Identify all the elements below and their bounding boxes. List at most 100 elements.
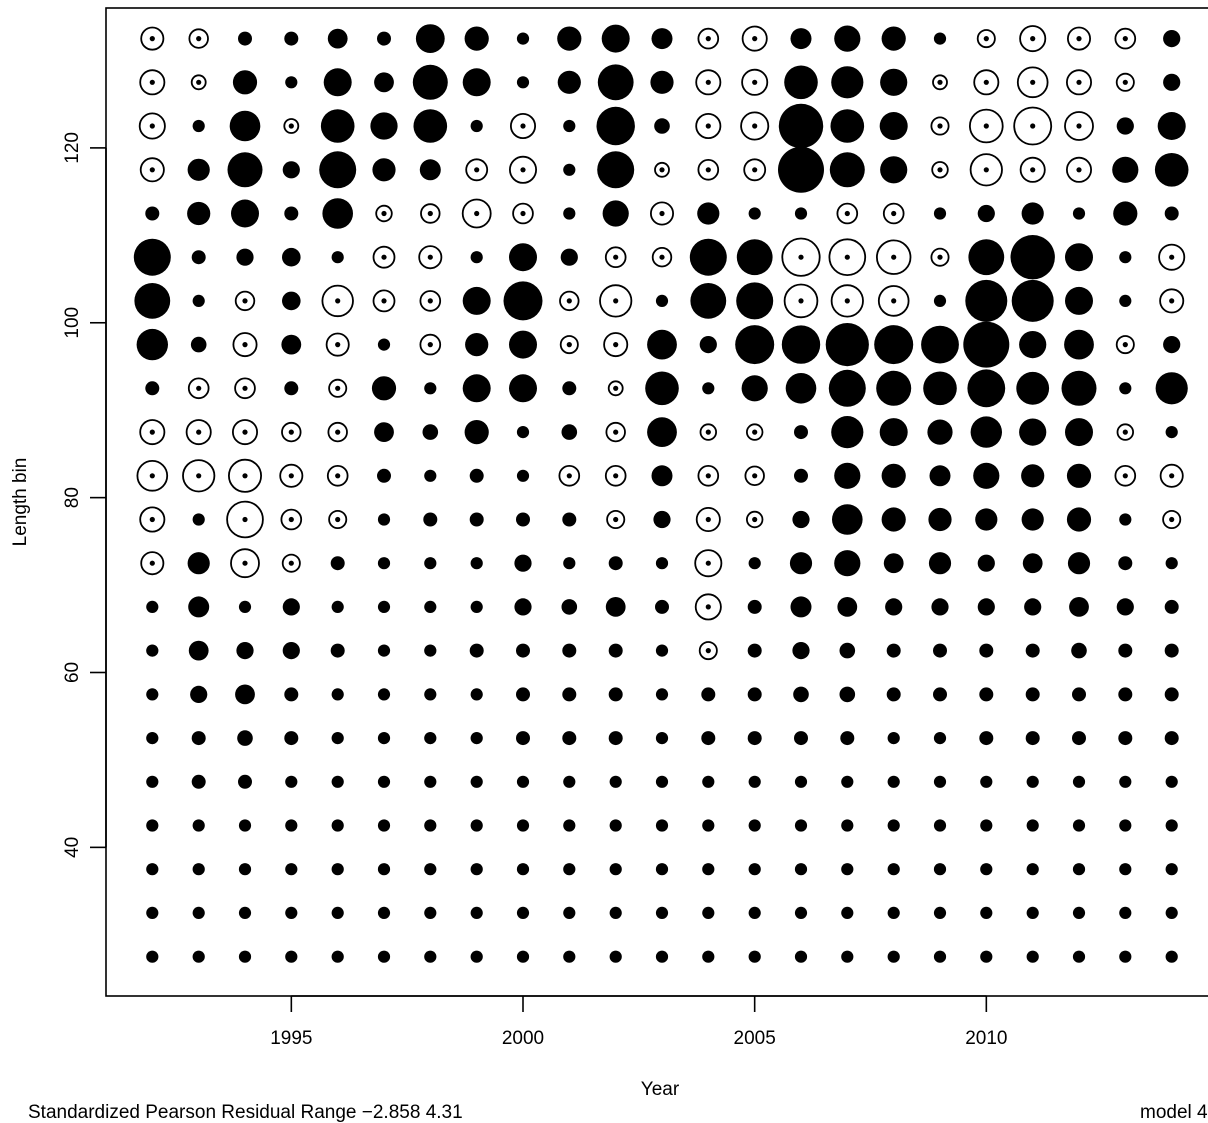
bubble-2002-42.5 [610,819,622,831]
bubble-1999-52.5 [471,732,483,744]
bubble-center-dot [1169,517,1174,522]
bubble-center-dot [752,167,757,172]
bubble-1996-72.5 [331,556,345,570]
bubble-2010-102.5 [965,280,1007,322]
bubble-2014-67.5 [1165,600,1179,614]
bubble-1999-57.5 [471,688,483,700]
bubble-2003-102.5 [656,295,668,307]
bubble-2012-32.5 [1073,907,1085,919]
bubble-1995-57.5 [284,687,298,701]
bubble-center-dot [706,473,711,478]
bubble-2009-132.5 [934,33,946,45]
bubble-2006-27.5 [795,951,807,963]
bubble-center-dot [706,604,711,609]
bubble-2008-72.5 [884,553,904,573]
bubble-2013-47.5 [1119,776,1131,788]
bubble-2004-57.5 [701,687,715,701]
bubble-1992-102.5 [134,283,170,319]
bubble-2011-27.5 [1027,951,1039,963]
bubble-2010-47.5 [980,776,992,788]
bubble-2005-52.5 [748,731,762,745]
bubble-1997-82.5 [377,469,391,483]
bubble-2014-32.5 [1166,907,1178,919]
bubble-2003-42.5 [656,819,668,831]
bubble-2000-97.5 [509,331,537,359]
bubble-1999-47.5 [471,776,483,788]
bubble-2011-47.5 [1027,776,1039,788]
bubble-1993-57.5 [190,686,207,703]
bubble-2006-132.5 [791,28,812,49]
bubble-2004-97.5 [700,336,717,353]
bubble-2007-47.5 [841,776,853,788]
bubble-1997-37.5 [378,863,390,875]
bubble-1999-122.5 [471,120,483,132]
bubble-2000-37.5 [517,863,529,875]
bubble-center-dot [335,473,340,478]
bubble-center-dot [150,36,155,41]
bubble-2000-72.5 [514,555,531,572]
bubble-2002-52.5 [609,731,623,745]
bubble-1998-32.5 [424,907,436,919]
bubble-2004-32.5 [702,907,714,919]
bubble-1997-77.5 [378,513,390,525]
bubble-center-dot [706,36,711,41]
bubble-2000-57.5 [516,687,530,701]
bubble-2002-57.5 [609,687,623,701]
bubble-1994-57.5 [235,685,255,705]
bubble-2009-62.5 [933,644,947,658]
bubble-2008-42.5 [888,819,900,831]
bubble-center-dot [520,123,525,128]
bubble-1998-62.5 [424,645,436,657]
bubble-2010-72.5 [978,555,995,572]
bubble-2006-37.5 [795,863,807,875]
bubble-1997-87.5 [374,422,394,442]
bubble-center-dot [613,473,618,478]
bubble-2001-127.5 [558,71,581,94]
plot-frame [106,8,1208,996]
bubble-center-dot [752,473,757,478]
bubble-2012-52.5 [1072,731,1086,745]
bubble-1995-102.5 [282,292,301,311]
bubble-center-dot [1169,473,1174,478]
bubble-2005-27.5 [749,951,761,963]
bubble-2009-87.5 [927,420,952,445]
bubble-1999-67.5 [471,601,483,613]
bubble-1995-92.5 [284,381,298,395]
bubble-center-dot [752,80,757,85]
bubble-2008-127.5 [880,69,907,96]
bubble-2006-112.5 [795,207,807,219]
bubble-1995-32.5 [285,907,297,919]
bubble-2014-92.5 [1156,372,1188,404]
bubble-1993-122.5 [193,120,205,132]
bubble-2001-27.5 [563,951,575,963]
bubble-center-dot [752,36,757,41]
bubble-2011-57.5 [1026,687,1040,701]
bubble-center-dot [1169,298,1174,303]
bubble-2014-42.5 [1166,819,1178,831]
bubble-2008-47.5 [888,776,900,788]
bubble-center-dot [520,211,525,216]
bubble-2001-87.5 [562,424,578,440]
bubble-2008-117.5 [880,156,907,183]
bubble-2010-32.5 [980,907,992,919]
bubble-2005-97.5 [735,325,774,364]
bubble-2009-112.5 [934,207,946,219]
bubble-2000-102.5 [504,281,543,320]
bubble-1992-67.5 [146,601,158,613]
bubble-1996-32.5 [332,907,344,919]
bubble-2006-92.5 [786,373,817,404]
bubble-2010-112.5 [978,205,995,222]
bubble-1992-37.5 [146,863,158,875]
bubble-1999-42.5 [471,819,483,831]
bubble-1995-52.5 [284,731,298,745]
bubble-1997-132.5 [377,32,391,46]
bubble-1994-122.5 [230,111,261,142]
bubble-center-dot [335,517,340,522]
bubble-2000-67.5 [514,598,531,615]
bubble-1995-27.5 [285,951,297,963]
bubble-1996-27.5 [332,951,344,963]
bubble-2001-132.5 [557,26,581,50]
bubble-center-dot [196,386,201,391]
bubble-center-dot [520,167,525,172]
bubble-2006-47.5 [795,776,807,788]
